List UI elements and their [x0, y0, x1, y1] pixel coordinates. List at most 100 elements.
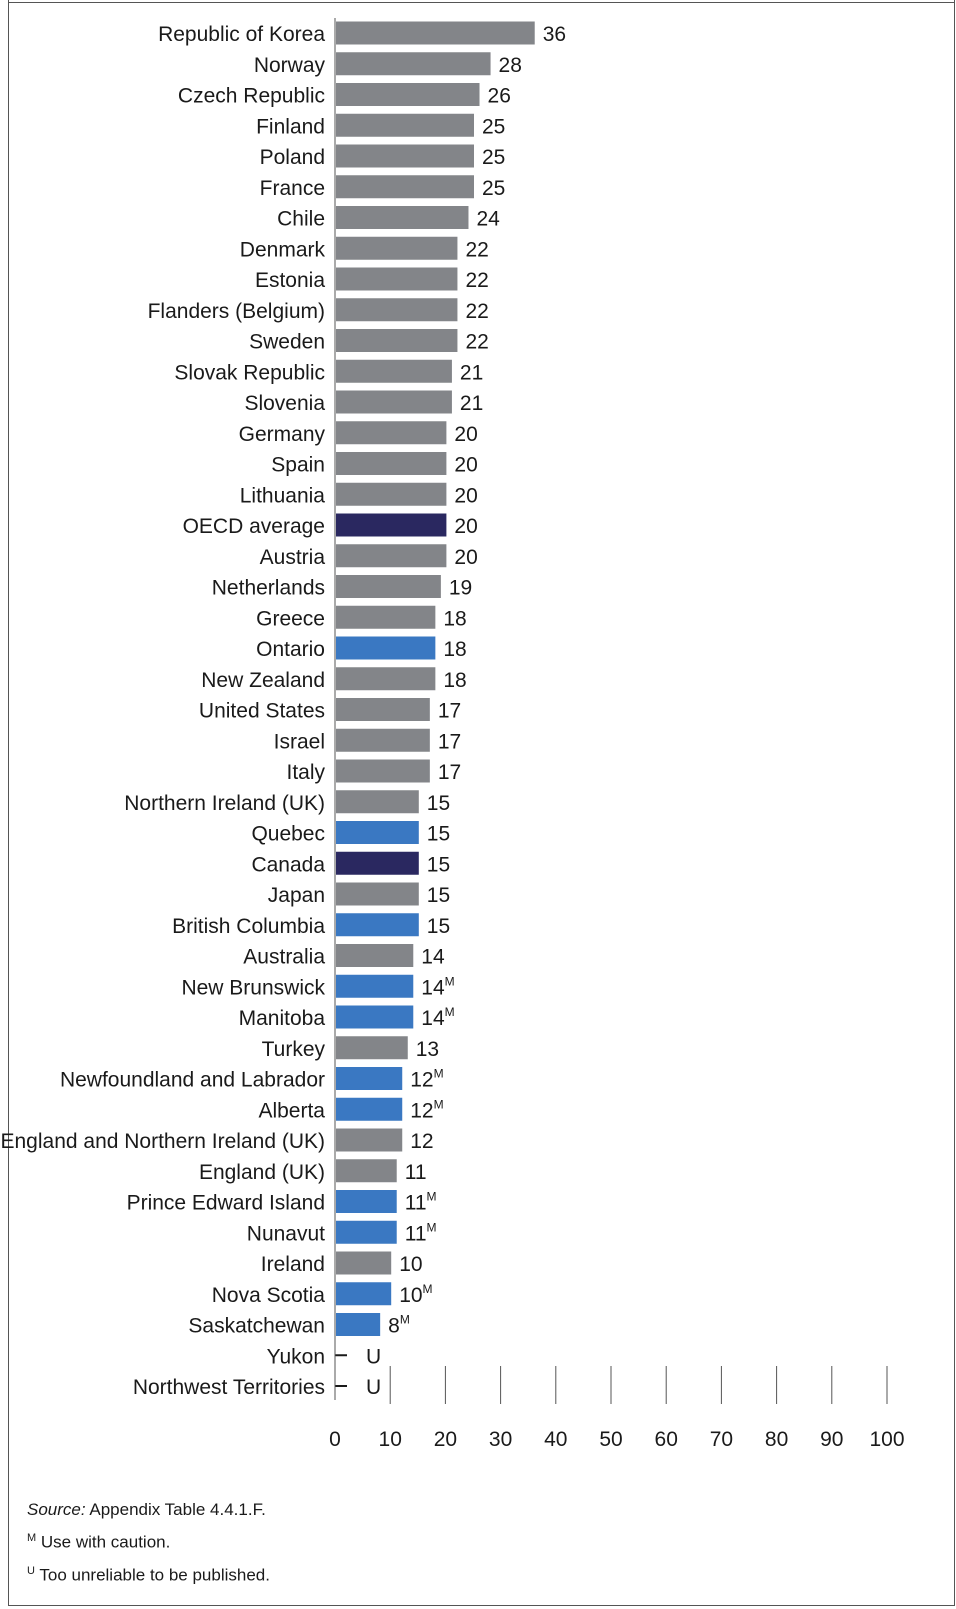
x-tick-label: 90: [820, 1428, 843, 1451]
category-label: Canada: [251, 853, 325, 876]
category-label: Republic of Korea: [158, 23, 325, 46]
bar: [336, 390, 452, 414]
category-label: New Zealand: [201, 669, 325, 692]
value-label: 11M: [405, 1190, 437, 1215]
figure-frame: [8, 0, 955, 1606]
value-label: 8M: [388, 1313, 410, 1338]
bar: [336, 1097, 403, 1121]
category-label: Czech Republic: [178, 85, 325, 108]
bar: [336, 513, 447, 537]
value-label: 18: [443, 638, 466, 661]
category-label: Austria: [260, 546, 326, 569]
bar: [336, 421, 447, 445]
chart-notes: Source: Appendix Table 4.4.1.F. M Use wi…: [27, 1496, 270, 1589]
category-label: England (UK): [199, 1161, 325, 1184]
bar: [336, 851, 419, 875]
bar: [336, 1220, 397, 1244]
category-label: Prince Edward Island: [127, 1192, 325, 1215]
bar: [336, 636, 436, 660]
bar: [336, 452, 447, 475]
bar: [336, 821, 419, 844]
category-label: Newfoundland and Labrador: [60, 1069, 325, 1092]
x-tick-label: 30: [489, 1428, 512, 1451]
category-label: Germany: [239, 423, 326, 446]
bar: [336, 359, 452, 383]
value-label: 15: [427, 823, 450, 846]
category-label: Manitoba: [239, 1007, 326, 1030]
category-label: France: [260, 177, 325, 200]
category-label: OECD average: [183, 515, 325, 538]
value-label: 13: [416, 1038, 439, 1061]
x-tick-label: 100: [869, 1428, 904, 1451]
category-label: Ontario: [256, 638, 325, 661]
unreliable-text: Too unreliable to be published.: [34, 1565, 270, 1585]
figure-title-border: [8, 0, 955, 3]
bar: [336, 913, 419, 937]
value-label: 25: [482, 146, 505, 169]
value-label: 10M: [399, 1282, 432, 1307]
bar: [336, 267, 458, 291]
unreliable-mark: U: [27, 1564, 35, 1577]
bar: [336, 728, 430, 752]
value-label: 22: [465, 269, 488, 292]
bar: [336, 544, 447, 568]
category-label: Poland: [260, 146, 325, 169]
bar: [336, 882, 419, 906]
bar: [336, 113, 474, 137]
bar: [336, 790, 419, 814]
category-label: Northwest Territories: [133, 1376, 325, 1399]
value-label: 11: [405, 1161, 427, 1184]
value-label: 25: [482, 177, 505, 200]
bar: [336, 698, 430, 721]
bar: [336, 1036, 408, 1060]
bar: [336, 329, 458, 352]
source-note: Source: Appendix Table 4.4.1.F.: [27, 1496, 270, 1524]
caution-mark: M: [27, 1532, 37, 1544]
category-label: Slovenia: [244, 392, 325, 415]
bar: [336, 236, 458, 260]
x-tick-label: 40: [544, 1428, 567, 1451]
value-label: 20: [454, 515, 477, 538]
bar: [336, 1005, 414, 1029]
category-label: Nunavut: [247, 1222, 325, 1245]
value-label: U: [366, 1345, 381, 1368]
value-label: 26: [488, 85, 511, 108]
bar: [336, 1067, 403, 1090]
value-label: 12M: [410, 1097, 443, 1122]
category-label: Greece: [256, 607, 325, 630]
category-label: Israel: [274, 730, 325, 753]
value-label: 14M: [421, 974, 454, 999]
bars-layer: Republic of Korea 36 Norway 28 Czech Republi…: [0, 21, 566, 1399]
bar: [336, 83, 480, 106]
value-label: 10: [399, 1253, 422, 1276]
category-label: Northern Ireland (UK): [124, 792, 325, 815]
category-label: Norway: [254, 54, 326, 77]
bar: [336, 974, 414, 998]
value-label: 11M: [405, 1220, 437, 1245]
value-label: 21: [460, 392, 483, 415]
value-label: 25: [482, 115, 505, 138]
bar: [336, 1282, 392, 1306]
category-label: British Columbia: [172, 915, 325, 938]
value-label: 20: [454, 423, 477, 446]
bar: [336, 1159, 397, 1183]
bar-chart: Republic of Korea 36 Norway 28 Czech Republi…: [0, 18, 905, 1451]
value-label: 17: [438, 730, 461, 753]
value-label: 15: [427, 792, 450, 815]
bar: [336, 21, 535, 45]
value-label: 14: [421, 946, 445, 969]
value-label: 36: [543, 23, 566, 46]
value-label: 22: [465, 300, 488, 323]
bar: [336, 175, 474, 199]
category-label: Chile: [277, 208, 325, 231]
value-label: 22: [465, 331, 488, 354]
value-label: 24: [476, 208, 500, 231]
bar: [336, 667, 436, 691]
bar: [336, 1251, 392, 1275]
category-label: Estonia: [255, 269, 325, 292]
category-label: Finland: [256, 115, 325, 138]
category-label: Netherlands: [212, 577, 325, 600]
value-label: 28: [499, 54, 522, 77]
caution-text: Use with caution.: [36, 1532, 171, 1552]
value-label: 17: [438, 700, 461, 723]
